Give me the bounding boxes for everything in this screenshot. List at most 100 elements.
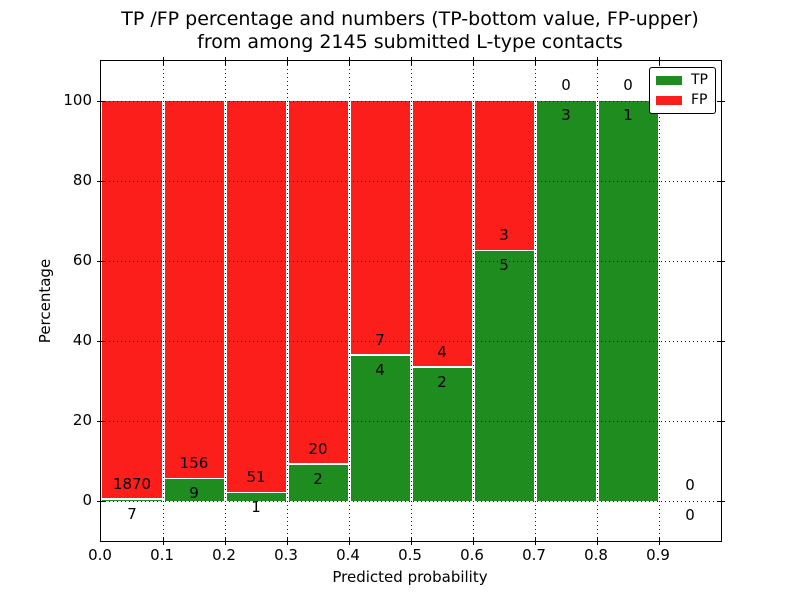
- x-tick-label: 0.2: [212, 546, 236, 564]
- y-tick-mark: [717, 261, 725, 262]
- fp-count-label: 20: [308, 439, 328, 458]
- bar-segment-tp: [101, 499, 162, 501]
- y-tick-mark: [717, 501, 725, 502]
- y-tick-mark: [717, 421, 725, 422]
- bar-segment-tp: [474, 251, 534, 501]
- bar-segment-fp: [412, 101, 472, 367]
- v-gridline: [659, 61, 660, 541]
- y-tick-mark: [97, 261, 105, 262]
- fp-count-label: 51: [246, 468, 266, 487]
- tp-count-label: 5: [499, 256, 509, 274]
- tp-count-label: 2: [313, 469, 323, 488]
- y-tick-label: 40: [72, 331, 92, 349]
- x-tick-mark: [163, 57, 164, 65]
- bar-segment-fp: [474, 101, 534, 250]
- fp-count-label: 0: [623, 76, 633, 94]
- bar-segment-fp: [350, 101, 410, 355]
- fp-count-label: 1870: [112, 474, 152, 493]
- x-tick-mark: [597, 537, 598, 545]
- x-tick-mark: [163, 537, 164, 545]
- v-gridline: [535, 61, 536, 541]
- chart-title-line1: TP /FP percentage and numbers (TP-bottom…: [121, 8, 699, 30]
- chart-title-line2: from among 2145 submitted L-type contact…: [197, 31, 623, 53]
- x-tick-mark: [225, 537, 226, 545]
- x-tick-label: 0.3: [274, 546, 298, 564]
- x-tick-label: 0.7: [522, 546, 546, 564]
- bar-segment-tp: [412, 367, 472, 501]
- fp-count-label: 156: [179, 454, 209, 473]
- x-tick-mark: [287, 537, 288, 545]
- legend-item-fp: FP: [656, 93, 708, 108]
- y-tick-mark: [717, 101, 725, 102]
- bar-segment-fp: [288, 101, 348, 464]
- bar-segment-tp: [164, 479, 224, 501]
- x-tick-mark: [473, 57, 474, 65]
- y-tick-label: 20: [72, 411, 92, 429]
- x-tick-label: 0.8: [584, 546, 608, 564]
- x-axis-label: Predicted probability: [332, 568, 488, 586]
- x-tick-label: 0.4: [336, 546, 360, 564]
- y-tick-mark: [97, 421, 105, 422]
- chart-title: TP /FP percentage and numbers (TP-bottom…: [100, 8, 720, 54]
- v-gridline: [597, 61, 598, 541]
- y-tick-mark: [717, 181, 725, 182]
- x-tick-mark: [535, 57, 536, 65]
- x-tick-mark: [411, 57, 412, 65]
- bar-segment-tp: [288, 464, 348, 501]
- x-tick-mark: [659, 537, 660, 545]
- v-gridline: [473, 61, 474, 541]
- x-tick-mark: [349, 537, 350, 545]
- x-tick-mark: [535, 537, 536, 545]
- fp-count-label: 3: [499, 226, 509, 244]
- v-gridline: [349, 61, 350, 541]
- y-tick-mark: [717, 341, 725, 342]
- fp-count-label: 0: [685, 476, 695, 494]
- tp-count-label: 3: [561, 106, 571, 124]
- y-tick-mark: [97, 501, 105, 502]
- v-gridline: [163, 61, 164, 541]
- bar-segment-fp: [101, 101, 162, 498]
- v-gridline: [225, 61, 226, 541]
- y-tick-mark: [97, 181, 105, 182]
- legend-label-fp: FP: [691, 92, 708, 108]
- fp-count-label: 4: [437, 342, 447, 361]
- v-gridline: [411, 61, 412, 541]
- legend-label-tp: TP: [691, 72, 708, 88]
- x-tick-mark: [287, 57, 288, 65]
- bar-segment-fp: [164, 101, 224, 478]
- plot-area: TP FP 1870 7 156 9 51 1 20 2 7 4 4 2 3 5 0 3 0 1 0 0: [97, 57, 725, 545]
- x-tick-mark: [659, 57, 660, 65]
- bar-segment-tp: [350, 355, 410, 501]
- legend-item-tp: TP: [656, 73, 708, 88]
- x-tick-mark: [225, 57, 226, 65]
- x-tick-label: 0.6: [460, 546, 484, 564]
- x-tick-label: 0.5: [398, 546, 422, 564]
- tp-count-label: 4: [375, 360, 385, 379]
- y-tick-label: 100: [63, 91, 92, 109]
- x-tick-mark: [349, 57, 350, 65]
- fp-count-label: 7: [375, 330, 385, 349]
- legend: TP FP: [649, 67, 716, 114]
- legend-swatch-tp: [656, 76, 682, 85]
- bar-segment-tp: [536, 101, 596, 501]
- bar-segment-tp: [598, 101, 658, 501]
- bar-segment-tp: [226, 493, 286, 501]
- tp-count-label: 0: [685, 506, 695, 524]
- x-tick-mark: [411, 537, 412, 545]
- y-tick-label: 60: [72, 251, 92, 269]
- bar-segment-fp: [226, 101, 286, 492]
- y-tick-label: 80: [72, 171, 92, 189]
- x-tick-label: 0.9: [646, 546, 670, 564]
- tp-count-label: 9: [189, 484, 199, 503]
- legend-swatch-fp: [656, 96, 682, 105]
- v-gridline: [287, 61, 288, 541]
- y-tick-mark: [97, 101, 105, 102]
- y-tick-mark: [97, 341, 105, 342]
- y-tick-label: 0: [82, 491, 92, 509]
- tp-count-label: 2: [437, 372, 447, 391]
- x-tick-label: 0.0: [88, 546, 112, 564]
- x-tick-mark: [597, 57, 598, 65]
- x-tick-mark: [473, 537, 474, 545]
- tp-count-label: 1: [251, 498, 261, 517]
